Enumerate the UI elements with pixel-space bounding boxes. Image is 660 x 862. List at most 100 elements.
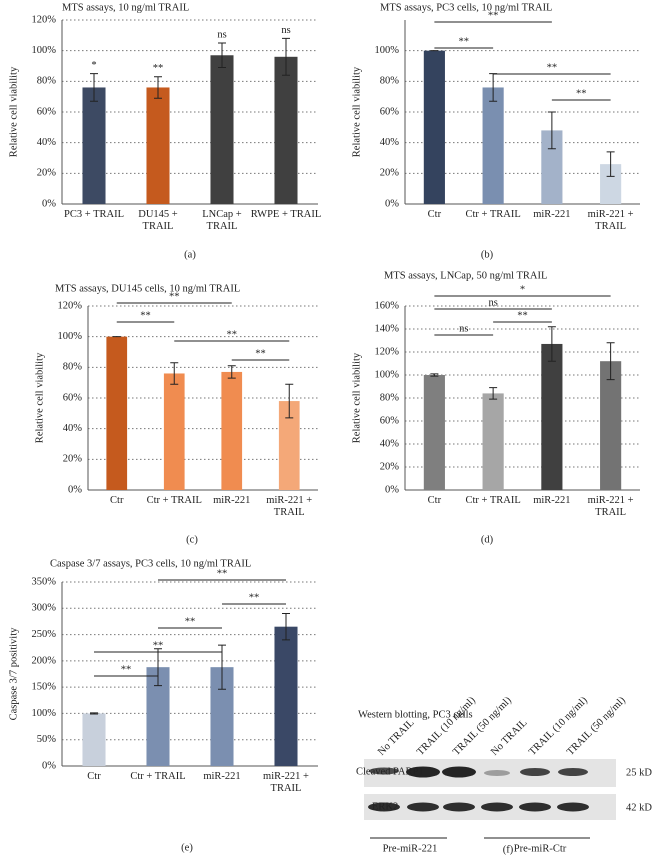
panel-label: (c) <box>186 534 198 545</box>
bar <box>274 626 298 766</box>
bar <box>163 373 185 490</box>
x-tick-label: Ctr <box>110 495 124 506</box>
error-bar <box>547 111 556 150</box>
x-tick-label: miR-221 + TRAIL <box>587 209 634 232</box>
bar <box>210 667 234 766</box>
band <box>406 766 440 778</box>
bar <box>274 56 298 204</box>
error-bar <box>489 387 498 400</box>
significance-label: ** <box>153 63 164 74</box>
y-tick-label: 60% <box>63 392 83 403</box>
x-tick-label: Ctr + TRAIL <box>465 495 521 506</box>
chart-title: MTS assays, 10 ng/ml TRAIL <box>62 2 189 13</box>
x-tick-label: miR-221 <box>533 495 571 506</box>
bracket-label: ** <box>140 310 151 321</box>
bar <box>541 130 563 204</box>
band <box>520 768 550 776</box>
error-bar <box>606 151 615 177</box>
band <box>407 802 439 812</box>
x-tick-label: miR-221 <box>213 495 251 506</box>
x-tick-label: miR-221 + TRAIL <box>266 495 313 518</box>
bracket-label: ** <box>517 310 528 321</box>
y-tick-label: 60% <box>37 106 57 117</box>
bar <box>82 87 106 204</box>
bracket-label: ** <box>185 616 196 627</box>
band <box>442 766 476 778</box>
band <box>519 802 551 812</box>
panel-label: (a) <box>184 249 196 260</box>
error-bar <box>282 37 290 76</box>
bracket-label: ** <box>227 329 238 340</box>
significance-label: ns <box>281 25 290 36</box>
bracket-label: ** <box>169 291 180 302</box>
size-label: 25 kD <box>626 767 652 778</box>
y-tick-label: 100% <box>375 369 400 380</box>
y-tick-label: 80% <box>63 362 83 373</box>
bracket-label: ** <box>459 36 470 47</box>
y-tick-label: 40% <box>380 438 400 449</box>
bar <box>221 371 243 490</box>
chart-title: MTS assays, LNCap, 50 ng/ml TRAIL <box>384 270 547 281</box>
bracket-label: ** <box>217 568 228 579</box>
error-bar <box>90 712 98 715</box>
x-tick-label: Ctr <box>427 495 442 506</box>
y-tick-label: 200% <box>32 655 57 666</box>
row-label: Cleaved PARP1 <box>356 766 424 777</box>
bracket-label: ** <box>576 88 587 99</box>
y-tick-label: 40% <box>63 423 83 434</box>
y-axis-label: Relative cell viability <box>351 352 362 443</box>
bar <box>482 393 504 490</box>
y-axis-label: Relative cell viability <box>8 66 19 157</box>
x-tick-label: Ctr + TRAIL <box>465 209 521 220</box>
band <box>443 802 475 812</box>
bar <box>600 361 622 490</box>
x-tick-label: PC3 + TRAIL <box>64 209 124 220</box>
bracket-label: ** <box>547 62 558 73</box>
bracket-label: ** <box>249 592 260 603</box>
y-tick-label: 0% <box>385 484 399 495</box>
panel-label: (b) <box>481 249 494 260</box>
bar <box>482 87 504 204</box>
chart-title: MTS assays, DU145 cells, 10 ng/ml TRAIL <box>55 283 240 294</box>
panel-label: (d) <box>481 534 494 545</box>
band <box>369 767 399 775</box>
y-tick-label: 80% <box>37 76 57 87</box>
panel-label: (f) <box>503 844 514 855</box>
bar <box>541 343 563 490</box>
bracket-label: ** <box>255 348 266 359</box>
error-bar <box>170 362 179 385</box>
y-tick-label: 0% <box>68 484 82 495</box>
y-tick-label: 0% <box>42 198 56 209</box>
error-bar <box>282 613 290 641</box>
group-label: Pre-miR-Ctr <box>514 843 567 854</box>
significance-label: ns <box>217 29 226 40</box>
y-tick-label: 100% <box>32 45 57 56</box>
y-tick-label: 250% <box>32 629 57 640</box>
band <box>484 770 510 776</box>
bar <box>600 164 622 204</box>
lane-label: No TRAIL <box>376 717 416 757</box>
error-bar <box>154 648 162 687</box>
y-tick-label: 20% <box>63 454 83 465</box>
size-label: 42 kD <box>626 802 652 813</box>
bar <box>82 713 106 766</box>
bar <box>423 375 445 490</box>
y-tick-label: 60% <box>380 106 400 117</box>
bracket-label: * <box>520 284 525 295</box>
x-tick-label: RWPE + TRAIL <box>250 209 322 220</box>
bar <box>106 336 128 490</box>
significance-label: * <box>91 60 96 71</box>
bracket-label: ** <box>488 10 499 21</box>
x-tick-label: Ctr + TRAIL <box>130 771 186 782</box>
y-axis-label: Relative cell viability <box>34 352 45 443</box>
x-tick-label: Ctr <box>427 209 442 220</box>
bar <box>278 401 300 490</box>
y-tick-label: 60% <box>380 415 400 426</box>
bar <box>146 667 170 766</box>
blot-title: Western blotting, PC3 cells <box>358 709 473 720</box>
y-tick-label: 80% <box>380 392 400 403</box>
band <box>368 802 400 812</box>
error-bar <box>218 42 226 69</box>
y-tick-label: 20% <box>37 168 57 179</box>
